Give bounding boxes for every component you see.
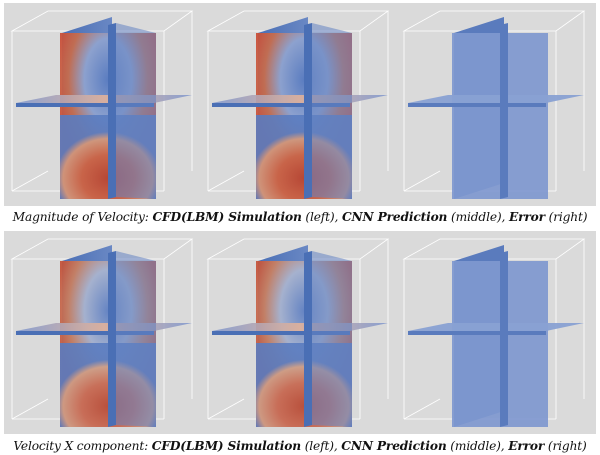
caption-velocity-x: Velocity X component: CFD(LBM) Simulatio… — [0, 439, 600, 453]
caption-prediction-position: (middle), — [447, 210, 509, 224]
caption-error-label: Error — [508, 210, 545, 224]
caption-magnitude: Magnitude of Velocity: CFD(LBM) Simulati… — [0, 210, 600, 224]
simulation-render — [10, 10, 194, 199]
caption-prefix: Velocity X component: — [13, 439, 152, 453]
caption-prediction-position: (middle), — [446, 439, 509, 453]
render-row-velocity-x — [10, 238, 586, 427]
caption-simulation-position: (left), — [300, 439, 342, 453]
figure-panel-magnitude — [4, 3, 596, 206]
caption-prefix: Magnitude of Velocity: — [12, 210, 153, 224]
caption-prediction-label: CNN Prediction — [341, 210, 448, 224]
caption-simulation-label: CFD(LBM) Simulation — [152, 210, 302, 224]
error-render — [402, 10, 586, 199]
caption-error-label: Error — [508, 439, 545, 453]
simulation-render — [10, 238, 194, 427]
caption-simulation-position: (left), — [301, 210, 342, 224]
prediction-render — [206, 238, 390, 427]
figure-panel-velocity-x — [4, 231, 596, 434]
error-render — [402, 238, 586, 427]
caption-error-position: (right) — [544, 210, 588, 224]
prediction-render — [206, 10, 390, 199]
caption-simulation-label: CFD(LBM) Simulation — [151, 439, 301, 453]
caption-prediction-label: CNN Prediction — [341, 439, 447, 453]
render-row-magnitude — [10, 10, 586, 199]
caption-error-position: (right) — [544, 439, 587, 453]
